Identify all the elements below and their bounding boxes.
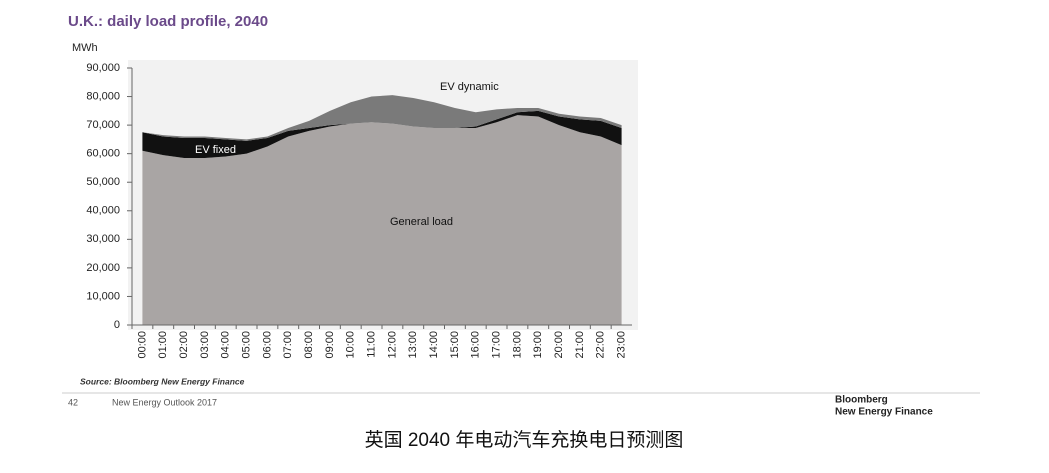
x-tick-label: 21:00 [574, 331, 586, 359]
y-tick-label: 60,000 [86, 148, 120, 160]
x-tick-label: 10:00 [345, 331, 357, 359]
x-tick-label: 02:00 [178, 331, 190, 359]
x-tick-label: 23:00 [615, 331, 627, 359]
report-name: New Energy Outlook 2017 [112, 397, 217, 407]
y-tick-label: 70,000 [86, 119, 120, 131]
series-label: EV fixed [195, 144, 236, 156]
area [142, 110, 622, 158]
x-tick-label: 05:00 [240, 331, 252, 359]
brand: New Energy Finance [835, 407, 933, 418]
x-tick-label: 06:00 [261, 331, 273, 359]
x-tick-label: 12:00 [386, 331, 398, 359]
x-tick-label: 04:00 [220, 331, 232, 359]
area [142, 115, 622, 325]
x-tick-label: 14:00 [428, 331, 440, 359]
x-tick-label: 16:00 [470, 331, 482, 359]
x-tick-label: 17:00 [490, 331, 502, 359]
x-tick-label: 01:00 [157, 331, 169, 359]
x-tick-label: 08:00 [303, 331, 315, 359]
y-tick-label: 80,000 [86, 90, 120, 102]
x-tick-label: 07:00 [282, 331, 294, 359]
y-axis-label: MWh [72, 42, 98, 54]
y-tick-label: 90,000 [86, 62, 120, 74]
x-tick-label: 03:00 [199, 331, 211, 359]
brand: Bloomberg [835, 395, 888, 406]
x-tick-label: 18:00 [511, 331, 523, 359]
x-tick-label: 22:00 [595, 331, 607, 359]
y-tick-label: 50,000 [86, 176, 120, 188]
y-tick-label: 0 [114, 319, 120, 331]
area [142, 95, 622, 141]
y-tick-label: 10,000 [86, 290, 120, 302]
caption: 英国 2040 年电动汽车充换电日预测图 [365, 429, 684, 451]
source: Source: Bloomberg New Energy Finance [80, 376, 245, 386]
y-tick-label: 30,000 [86, 233, 120, 245]
series-label: EV dynamic [440, 81, 499, 93]
y-tick-label: 20,000 [86, 262, 120, 274]
chart-title: U.K.: daily load profile, 2040 [68, 13, 268, 30]
series-label: General load [390, 216, 453, 228]
x-tick-label: 11:00 [365, 331, 377, 358]
y-tick-label: 40,000 [86, 205, 120, 217]
x-tick-label: 13:00 [407, 331, 419, 359]
x-tick-label: 09:00 [324, 331, 336, 359]
page-number: 42 [68, 397, 78, 407]
x-tick-label: 00:00 [136, 331, 148, 359]
x-tick-label: 20:00 [553, 331, 565, 359]
x-tick-label: 15:00 [449, 331, 461, 359]
x-tick-label: 19:00 [532, 331, 544, 359]
